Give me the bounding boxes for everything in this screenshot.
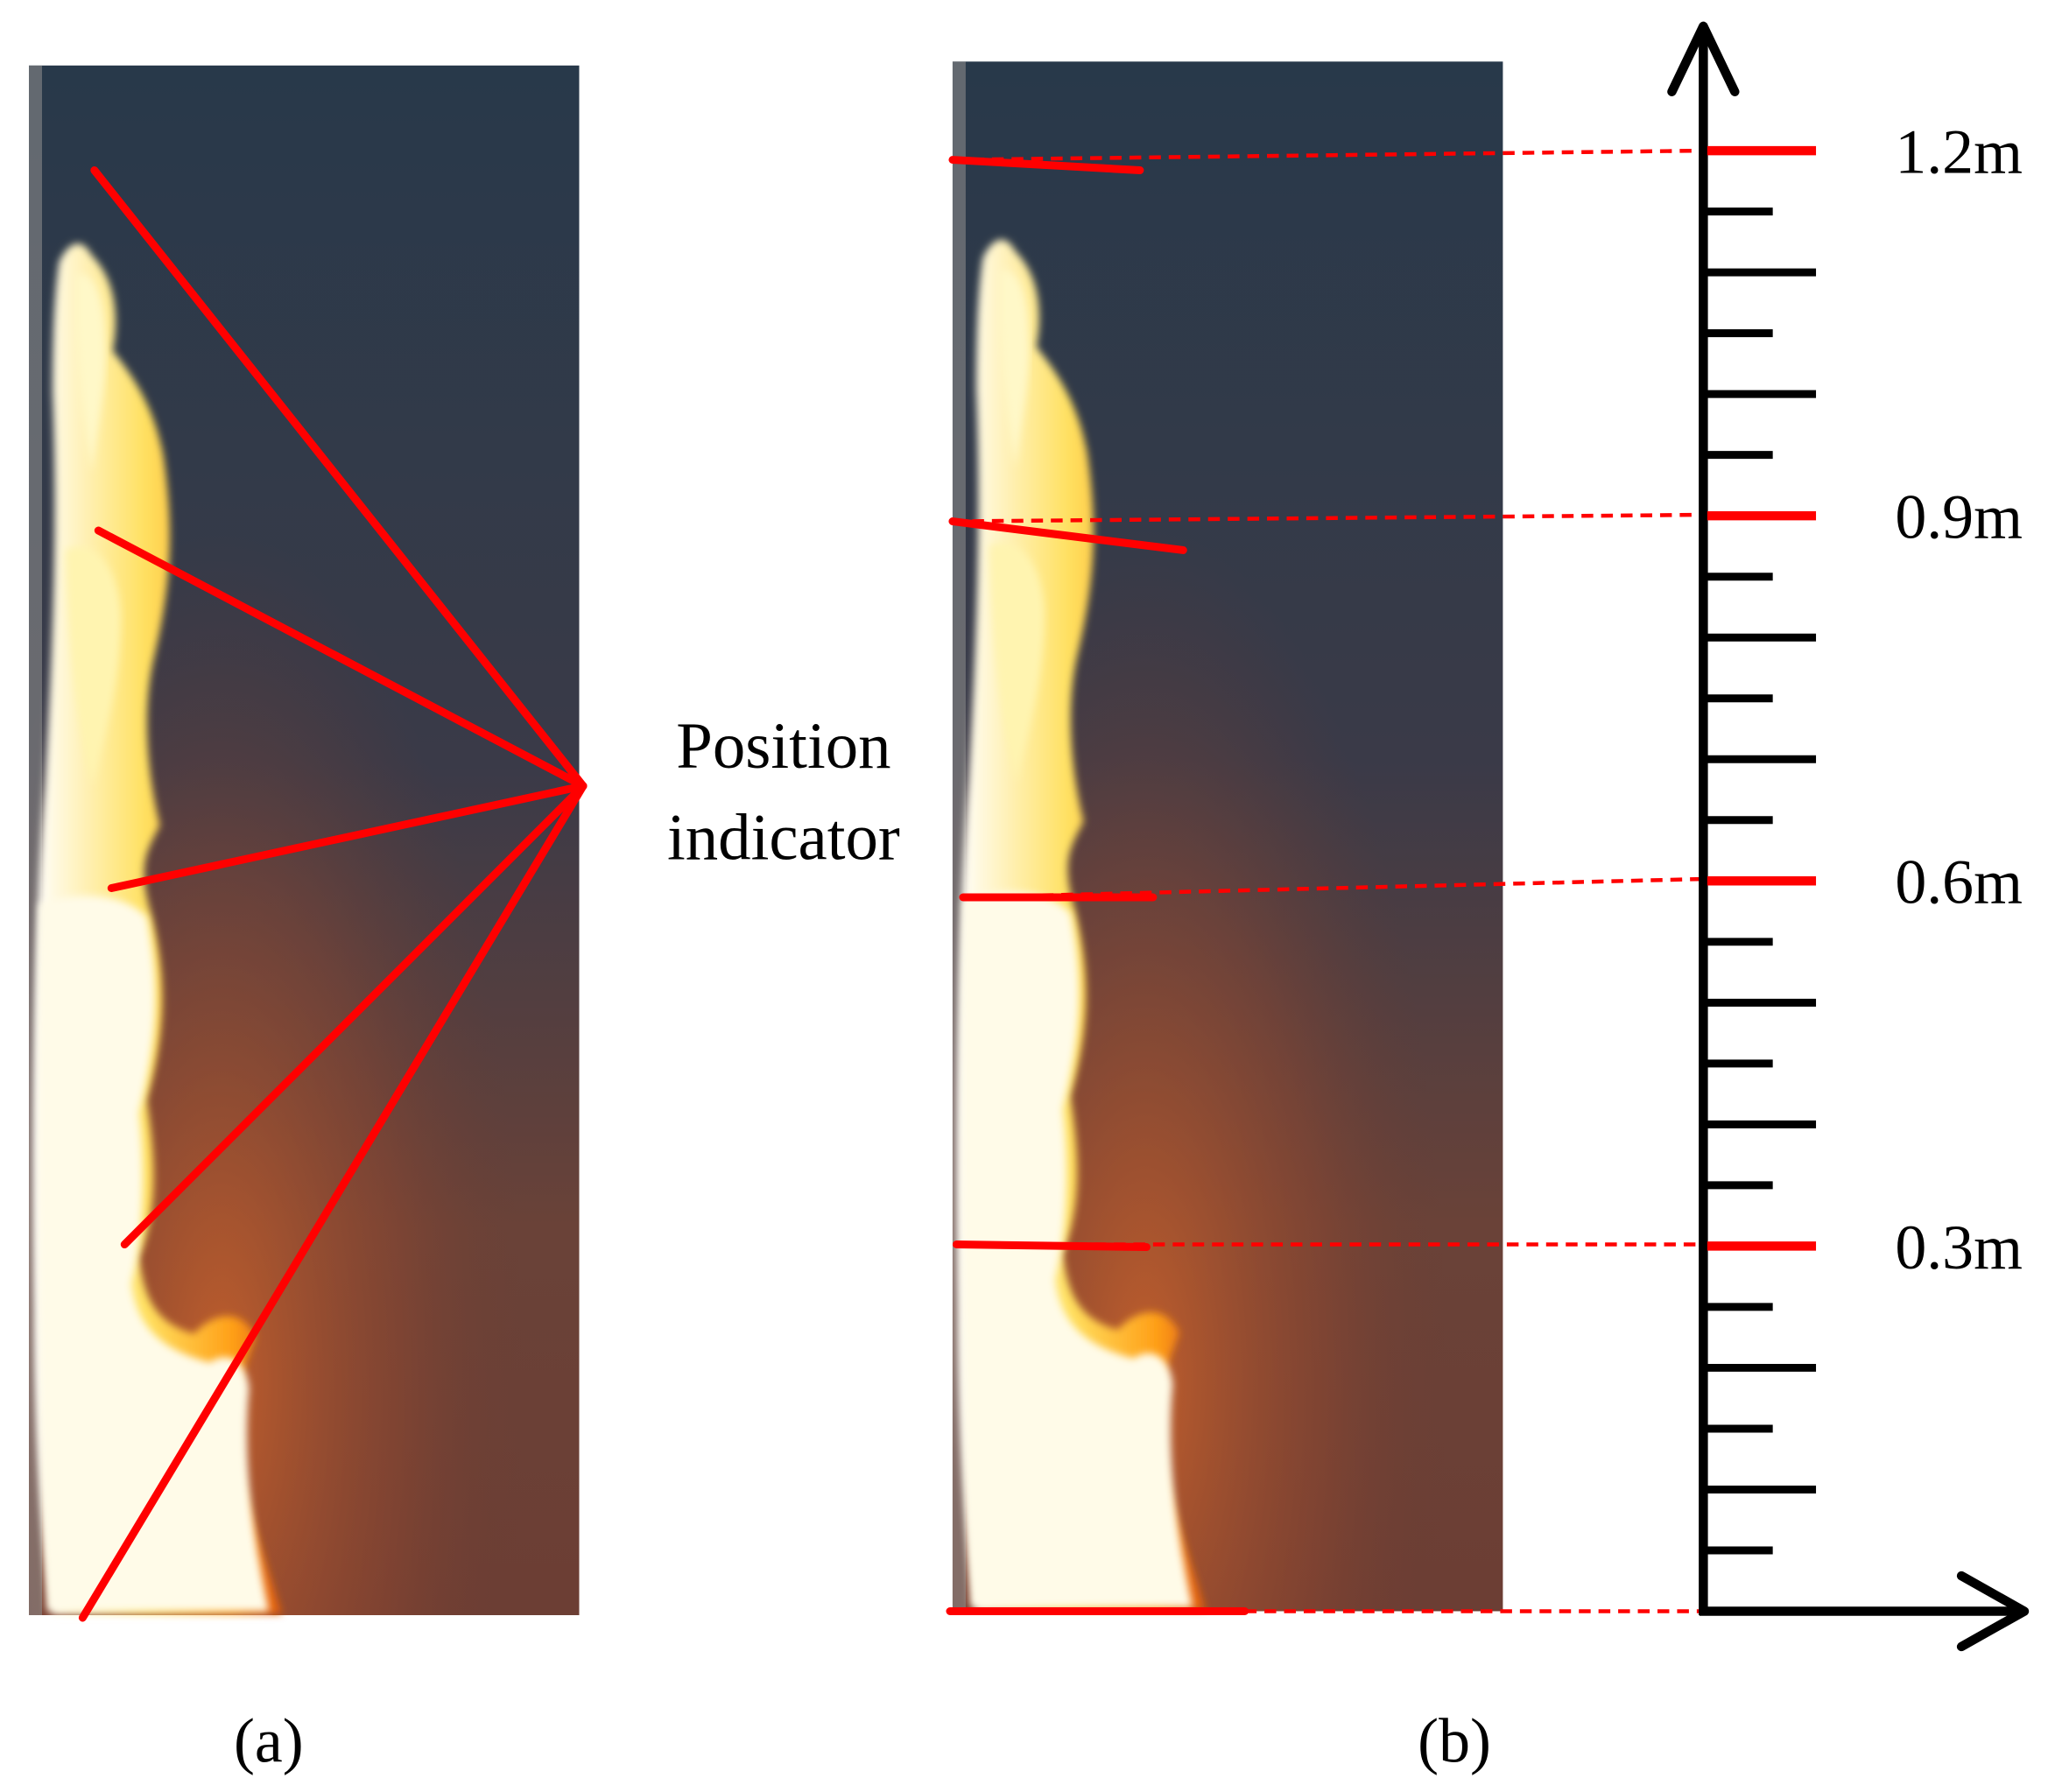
axis-arrow [1667, 21, 1740, 96]
scale-label: 0.3m [1895, 1212, 2023, 1283]
scale [1667, 21, 2030, 1652]
indicator-lines [78, 166, 588, 1622]
panel-label: (a) [234, 1706, 304, 1776]
dashed-guides [949, 148, 1704, 1613]
axis-arrow [1956, 1571, 2030, 1652]
photo-b [953, 61, 1503, 1611]
scale-label: 0.6m [1895, 847, 2023, 917]
panel-label: (b) [1418, 1706, 1491, 1776]
scale-label: 0.9m [1895, 482, 2023, 552]
photo-a [29, 66, 579, 1615]
annotation: Position [676, 710, 890, 783]
annotation: indicator [667, 802, 900, 875]
scale-label: 1.2m [1895, 117, 2023, 187]
